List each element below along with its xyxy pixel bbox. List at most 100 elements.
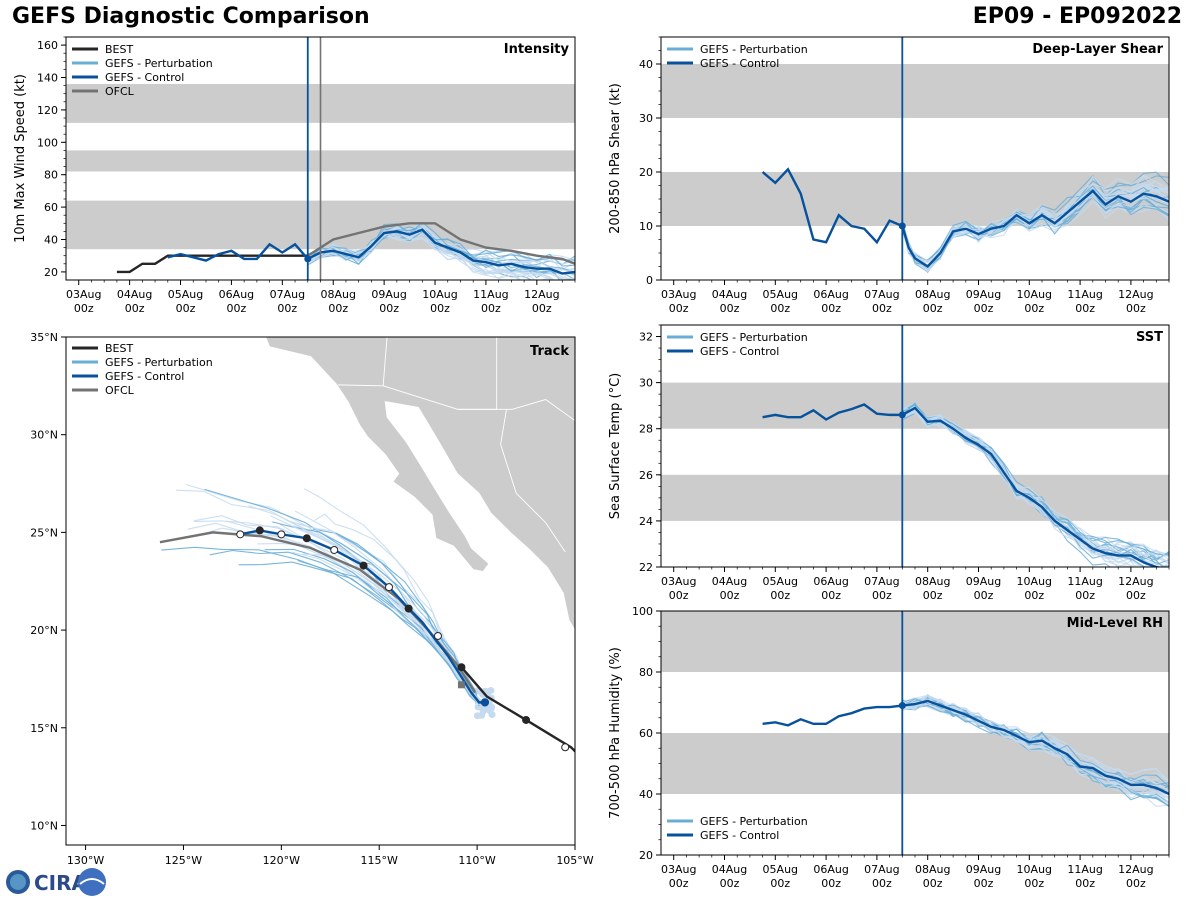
y-tick-label: 140 [37, 72, 58, 85]
x-tick-label: 115°W [361, 854, 398, 867]
cira-logo: CIRA [6, 868, 106, 896]
x-tick-label-hour: 00z [923, 589, 943, 602]
control-line [762, 403, 1164, 567]
x-tick-label-date: 04Aug [712, 288, 747, 301]
x-tick-label: 125°W [165, 854, 202, 867]
control-init-marker [480, 698, 489, 707]
x-tick-label-hour: 00z [974, 877, 994, 890]
y-tick-label: 26 [639, 469, 653, 482]
perturbation-track-line [257, 542, 486, 706]
axes-frame [660, 324, 1170, 568]
x-tick-label-hour: 00z [1024, 589, 1044, 602]
x-tick-label-hour: 00z [1126, 302, 1146, 315]
panel-title: Track [530, 344, 569, 359]
panel-intensity: 2040608010012014016003Aug00z04Aug00z05Au… [13, 36, 576, 315]
y-axis-label: 10m Max Wind Speed (kt) [13, 74, 28, 243]
legend-label: GEFS - Control [700, 345, 779, 358]
track-time-marker [330, 545, 339, 554]
init-point [898, 702, 906, 710]
x-tick-label-hour: 00z [379, 302, 399, 315]
x-tick-label-date: 08Aug [915, 288, 950, 301]
best-time-marker [522, 715, 531, 724]
x-tick-label-hour: 00z [1126, 877, 1146, 890]
x-tick-label-date: 07Aug [270, 288, 305, 301]
x-tick-label-date: 06Aug [219, 288, 254, 301]
x-tick-label-date: 08Aug [915, 575, 950, 588]
x-tick-label-hour: 00z [277, 302, 297, 315]
legend-label: BEST [105, 43, 133, 56]
y-tick-label: 32 [639, 331, 653, 344]
y-tick-label: 15°N [30, 722, 58, 735]
legend-label: GEFS - Control [105, 370, 184, 383]
land-mass [265, 337, 575, 631]
perturbation-member-line [902, 694, 1169, 805]
storm-id: EP09 - EP092022 [972, 4, 1182, 29]
threshold-band [661, 611, 1169, 672]
border-line [500, 409, 566, 553]
y-tick-label: 20°N [30, 624, 58, 637]
y-tick-label: 120 [37, 104, 58, 117]
track-time-marker [457, 663, 466, 672]
x-tick-label-hour: 00z [1126, 589, 1146, 602]
map-area [159, 337, 575, 753]
x-tick-label-date: 10Aug [1017, 288, 1052, 301]
threshold-band [661, 172, 1169, 226]
best-track-line [460, 666, 575, 753]
x-tick-label-date: 09Aug [371, 288, 406, 301]
x-tick-label-hour: 00z [974, 589, 994, 602]
border-line [457, 337, 498, 410]
x-tick-label-date: 08Aug [915, 863, 950, 876]
legend-label: GEFS - Perturbation [105, 57, 213, 70]
y-tick-label: 30 [639, 112, 653, 125]
perturbation-start-point [478, 711, 486, 719]
y-tick-label: 80 [44, 169, 58, 182]
track-time-marker [302, 534, 311, 543]
y-tick-label: 60 [44, 201, 58, 214]
legend-label: GEFS - Perturbation [700, 43, 808, 56]
x-tick-label-hour: 00z [74, 302, 94, 315]
x-tick-label-date: 04Aug [117, 288, 152, 301]
track-time-marker [236, 530, 245, 539]
legend-label: OFCL [105, 85, 135, 98]
x-tick-label-date: 03Aug [661, 288, 696, 301]
y-tick-label: 30 [639, 377, 653, 390]
track-time-marker [433, 631, 442, 640]
control-line [167, 228, 575, 275]
y-tick-label: 10 [639, 220, 653, 233]
perturbation-member-line [307, 231, 551, 280]
y-tick-label: 10°N [30, 819, 58, 832]
x-tick-label: 120°W [263, 854, 300, 867]
x-tick-label: 105°W [556, 854, 593, 867]
y-tick-label: 22 [639, 561, 653, 574]
x-tick-label-date: 10Aug [422, 288, 457, 301]
ofcl-track-line [159, 531, 477, 694]
init-point [304, 255, 312, 263]
y-tick-label: 0 [646, 274, 653, 287]
x-tick-label: 130°W [67, 854, 104, 867]
x-tick-label-date: 03Aug [661, 863, 696, 876]
init-point [898, 222, 906, 230]
x-tick-label-date: 12Aug [524, 288, 559, 301]
panel-rh: 2040608010003Aug00z04Aug00z05Aug00z06Aug… [608, 605, 1170, 890]
x-tick-label-hour: 00z [872, 877, 892, 890]
best-time-marker [561, 743, 570, 752]
x-tick-label-date: 03Aug [661, 575, 696, 588]
x-tick-label-hour: 00z [923, 877, 943, 890]
y-tick-label: 40 [44, 234, 58, 247]
legend-label: GEFS - Perturbation [700, 815, 808, 828]
x-tick-label-date: 05Aug [763, 288, 798, 301]
perturbation-member-line [307, 224, 575, 280]
y-tick-label: 30°N [30, 429, 58, 442]
control-line [762, 699, 1169, 796]
y-axis-label: 700-500 hPa Humidity (%) [608, 647, 623, 819]
ofcl-marker [457, 681, 465, 689]
page-title: GEFS Diagnostic Comparison [12, 4, 370, 29]
x-tick-label-date: 07Aug [864, 575, 899, 588]
legend-label: GEFS - Control [700, 57, 779, 70]
legend-label: GEFS - Control [105, 71, 184, 84]
x-tick-label-hour: 00z [1075, 877, 1095, 890]
x-tick-label-date: 06Aug [813, 288, 848, 301]
x-tick-label-date: 11Aug [473, 288, 508, 301]
y-tick-label: 40 [639, 788, 653, 801]
x-tick-label-hour: 00z [872, 589, 892, 602]
